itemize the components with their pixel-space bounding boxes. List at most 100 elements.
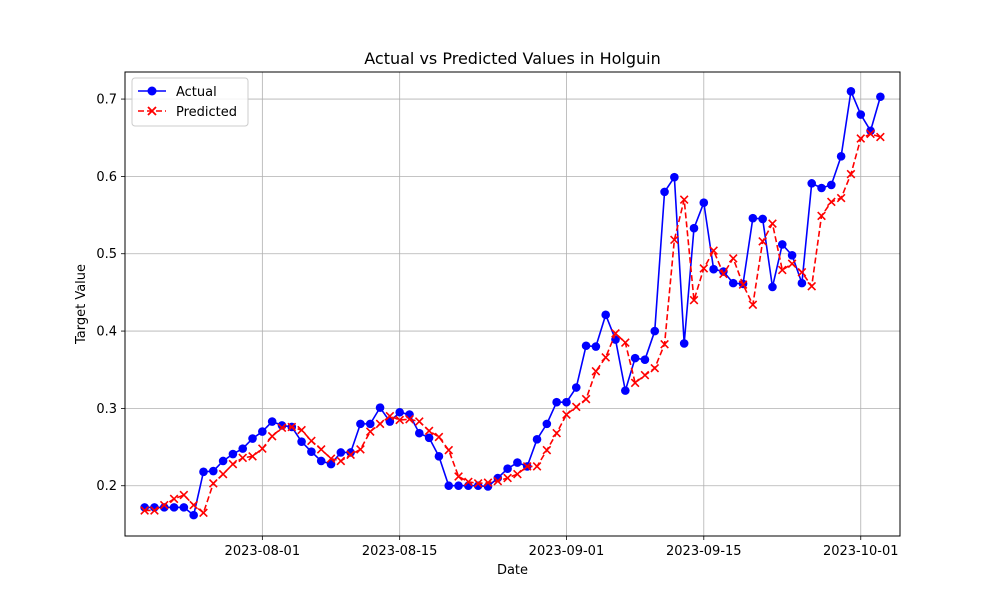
actual-data-point (689, 223, 699, 233)
actual-data-point (699, 198, 709, 207)
actual-data-point (621, 386, 630, 395)
actual-data-point (415, 428, 424, 438)
actual-data-point (159, 503, 169, 512)
predicted-data-point (581, 394, 591, 404)
actual-data-point (503, 464, 512, 474)
actual-data-point (169, 503, 179, 512)
x-axis-title: Date (497, 563, 528, 578)
y-tick-label: 0.3 (96, 402, 117, 417)
predicted-data-point (709, 246, 718, 256)
predicted-data-point (826, 197, 836, 207)
actual-data-point (601, 310, 610, 320)
predicted-data-point (758, 236, 768, 246)
predicted-data-point (375, 419, 385, 429)
actual-data-point (562, 397, 571, 407)
actual-data-point (238, 444, 248, 453)
predicted-data-point (571, 402, 581, 412)
predicted-data-point (405, 414, 414, 424)
predicted-data-point (876, 132, 885, 142)
x-tick-label: 2023-08-01 (225, 544, 301, 559)
predicted-data-point (856, 134, 866, 143)
x-tick-label: 2023-09-15 (666, 544, 742, 559)
predicted-data-point (307, 436, 316, 446)
predicted-data-point (493, 476, 503, 486)
predicted-data-point (414, 417, 424, 426)
predicted-data-point (797, 267, 807, 277)
predicted-data-point (277, 423, 287, 433)
predicted-data-point (728, 254, 738, 263)
predicted-data-point (689, 295, 699, 305)
y-axis-title: Target Value (74, 264, 89, 345)
predicted-data-point (257, 444, 267, 453)
actual-data-point (454, 481, 463, 491)
actual-data-point (807, 179, 817, 188)
predicted-data-point (395, 415, 405, 425)
predicted-data-point (267, 431, 277, 441)
predicted-data-point (483, 478, 493, 488)
actual-data-point (640, 355, 650, 364)
y-tick-label: 0.4 (96, 325, 117, 340)
actual-data-point (199, 467, 208, 477)
actual-data-point (768, 282, 777, 292)
actual-data-point (405, 410, 414, 419)
predicted-data-point (208, 479, 218, 488)
predicted-data-point (316, 445, 326, 454)
actual-data-point (532, 435, 542, 444)
predicted-data-point (738, 280, 748, 290)
actual-data-point (748, 213, 758, 223)
predicted-data-point (473, 479, 483, 488)
predicted-data-point (522, 462, 532, 471)
predicted-data-point (679, 195, 689, 204)
actual-data-point (297, 437, 306, 446)
predicted-data-point (218, 469, 228, 479)
actual-data-point (660, 187, 669, 197)
predicted-data-point (346, 450, 355, 460)
actual-data-point (444, 481, 454, 491)
predicted-data-point (601, 352, 611, 362)
actual-data-point (208, 466, 218, 476)
actual-data-point (365, 419, 375, 429)
actual-data-point (630, 353, 640, 363)
actual-data-point (267, 417, 277, 426)
actual-data-point (797, 278, 807, 288)
grid-lines (125, 72, 900, 536)
predicted-data-point (140, 506, 149, 515)
predicted-data-point (611, 329, 620, 338)
actual-data-point (777, 240, 787, 249)
actual-data-point (846, 87, 856, 96)
actual-data-point (670, 172, 679, 182)
actual-data-point (827, 180, 836, 190)
y-tick-label: 0.2 (96, 479, 117, 494)
predicted-data-point (787, 259, 797, 269)
predicted-data-point (542, 445, 552, 455)
predicted-data-point (846, 169, 856, 179)
y-tick-label: 0.7 (96, 93, 117, 108)
x-tick-label: 2023-09-01 (529, 544, 605, 559)
predicted-data-point (836, 193, 846, 203)
predicted-data-point (248, 451, 257, 461)
actual-data-point (346, 448, 355, 457)
actual-data-point (140, 503, 149, 512)
chart-title: Actual vs Predicted Values in Holguin (364, 49, 660, 68)
predicted-data-point (356, 445, 365, 454)
predicted-data-point (777, 265, 787, 275)
predicted-data-point (513, 469, 522, 479)
actual-data-point (375, 403, 385, 412)
actual-data-point (581, 341, 591, 351)
series-layer (140, 87, 885, 520)
predicted-data-point (336, 456, 346, 466)
predicted-data-point (562, 410, 571, 419)
predicted-data-point (159, 500, 169, 510)
predicted-data-point (287, 422, 297, 432)
actual-data-point (542, 419, 552, 429)
predicted-data-point (169, 494, 179, 504)
predicted-data-point (552, 428, 562, 438)
y-tick-label: 0.6 (96, 170, 117, 185)
predicted-data-point (444, 445, 454, 455)
predicted-data-point (238, 453, 248, 463)
actual-series-line (144, 90, 882, 516)
predicted-data-point (807, 281, 817, 291)
actual-data-point (248, 434, 257, 443)
predicted-data-point (228, 459, 238, 469)
